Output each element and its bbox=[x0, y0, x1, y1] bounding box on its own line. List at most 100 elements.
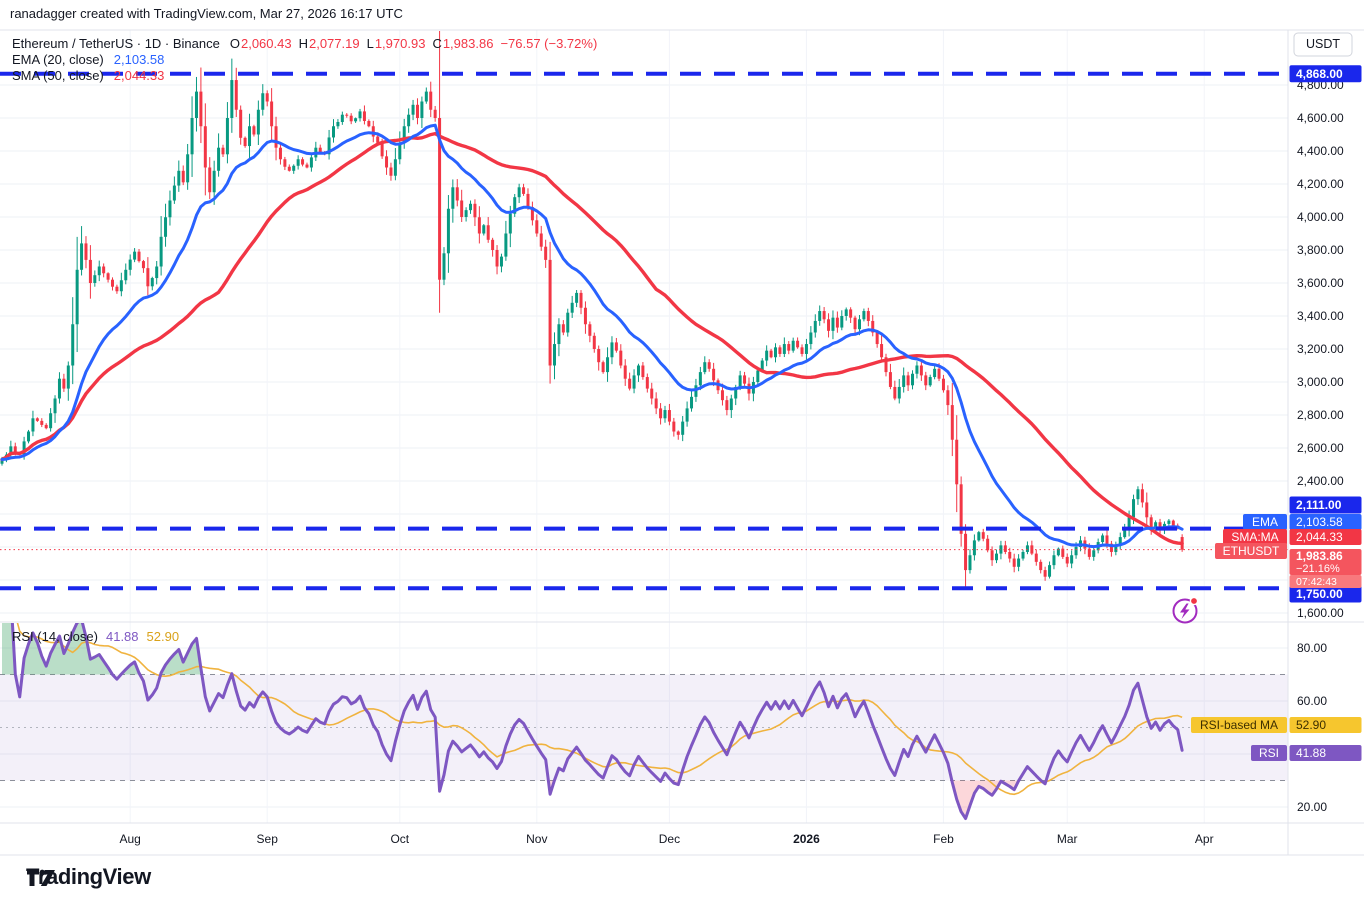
candle-body bbox=[539, 233, 543, 247]
candle-body bbox=[544, 246, 548, 260]
time-axis[interactable]: Aug Sep Oct Nov Dec 2026 Feb Mar Apr bbox=[120, 832, 1214, 846]
candle-body bbox=[614, 342, 618, 351]
time-axis-label: Aug bbox=[120, 832, 141, 846]
low-label: L bbox=[366, 36, 374, 51]
candle-body bbox=[650, 388, 654, 399]
candle-body bbox=[93, 275, 97, 283]
rsi-line bbox=[10, 623, 1184, 820]
level-badge-2111: 2,111.00 bbox=[1289, 496, 1362, 514]
candle-body bbox=[230, 80, 234, 118]
candle-body bbox=[332, 126, 335, 138]
candle-body bbox=[402, 126, 406, 143]
last-price-text: 1,983.86 bbox=[1296, 549, 1343, 563]
candle-body bbox=[583, 307, 587, 325]
legend-symbol-row[interactable]: Ethereum / TetherUS · 1D · Binance O2,060… bbox=[12, 36, 597, 52]
candle-body bbox=[1123, 528, 1127, 538]
candle-body bbox=[438, 118, 442, 280]
candle-body bbox=[804, 344, 808, 354]
currency-usdt-button[interactable]: USDT bbox=[1293, 32, 1353, 57]
candle-body bbox=[866, 311, 870, 321]
high-label: H bbox=[298, 36, 308, 51]
candle-body bbox=[137, 251, 141, 262]
candle-body bbox=[274, 126, 278, 148]
chart-canvas[interactable]: 4,800.004,600.004,400.004,200.004,000.00… bbox=[0, 0, 1364, 860]
candle-body bbox=[66, 365, 70, 389]
candle-body bbox=[389, 167, 393, 176]
price-axis-label: 2,400.00 bbox=[1297, 474, 1344, 488]
candle-body bbox=[349, 115, 353, 122]
rsi-ma-line bbox=[16, 623, 1183, 796]
candle-body bbox=[283, 159, 287, 167]
candle-body bbox=[645, 377, 649, 389]
candle-body bbox=[371, 126, 375, 137]
candle-body bbox=[1101, 535, 1105, 543]
candle-body bbox=[570, 302, 574, 313]
candle-body bbox=[818, 311, 822, 321]
candle-body bbox=[460, 200, 464, 217]
candle-body bbox=[1048, 565, 1052, 577]
price-axis-label: 2,800.00 bbox=[1297, 408, 1344, 422]
price-axis-label: 3,600.00 bbox=[1297, 276, 1344, 290]
candle-body bbox=[80, 243, 84, 270]
candle-body bbox=[619, 350, 623, 366]
candle-body bbox=[1070, 555, 1074, 564]
price-axis-label: 3,400.00 bbox=[1297, 309, 1344, 323]
candle-body bbox=[504, 233, 508, 257]
candle-body bbox=[278, 147, 282, 160]
rsi-label: RSI (14, close) bbox=[12, 629, 98, 644]
price-axis-label: 4,200.00 bbox=[1297, 177, 1344, 191]
candle-body bbox=[778, 347, 782, 354]
candle-body bbox=[690, 396, 694, 409]
candle-body bbox=[707, 362, 711, 369]
candle-body bbox=[1092, 550, 1096, 557]
candle-body bbox=[1109, 543, 1113, 552]
candle-body bbox=[261, 93, 265, 110]
rsi-legend: RSI (14, close) 41.88 52.90 bbox=[12, 629, 179, 645]
candle-body bbox=[1167, 520, 1171, 524]
candle-body bbox=[941, 378, 945, 391]
candle-body bbox=[168, 200, 172, 218]
open-value: 2,060.43 bbox=[240, 36, 292, 51]
candle-body bbox=[1105, 535, 1109, 544]
legend-rsi-row[interactable]: RSI (14, close) 41.88 52.90 bbox=[12, 629, 179, 645]
bar-countdown-text: 07:42:43 bbox=[1296, 576, 1337, 588]
candle-body bbox=[464, 210, 468, 217]
candle-body bbox=[933, 368, 937, 378]
candle-body bbox=[362, 111, 366, 121]
price-axis[interactable]: 4,800.004,600.004,400.004,200.004,000.00… bbox=[1297, 78, 1344, 814]
gridlines bbox=[0, 30, 1288, 823]
ema-chip: EMA bbox=[1243, 514, 1287, 530]
candle-body bbox=[950, 405, 954, 440]
attribution-text: ranadagger created with TradingView.com,… bbox=[10, 6, 403, 21]
candle-body bbox=[1012, 558, 1016, 567]
rsi-axis-label: 80.00 bbox=[1297, 641, 1327, 655]
candle-body bbox=[610, 342, 614, 358]
candle-body bbox=[252, 126, 256, 135]
candle-body bbox=[774, 347, 777, 358]
candle-body bbox=[557, 324, 561, 345]
candle-body bbox=[517, 187, 521, 198]
time-axis-label: Apr bbox=[1195, 832, 1214, 846]
level-badge-1750: 1,750.00 bbox=[1289, 585, 1362, 603]
candle-body bbox=[981, 532, 985, 539]
candle-body bbox=[1008, 551, 1012, 559]
candle-body bbox=[97, 266, 101, 276]
candle-body bbox=[831, 317, 835, 331]
rsi-ma-value-badge: 52.90 bbox=[1289, 717, 1362, 733]
candle-body bbox=[27, 431, 31, 442]
candle-body bbox=[239, 109, 243, 138]
price-axis-label: 4,600.00 bbox=[1297, 111, 1344, 125]
candle-body bbox=[1065, 556, 1069, 564]
legend-ema-row[interactable]: EMA (20, close) 2,103.58 bbox=[12, 52, 597, 68]
candle-body bbox=[287, 166, 291, 171]
candle-body bbox=[782, 344, 786, 354]
lightning-icon bbox=[1180, 603, 1190, 619]
candle-body bbox=[420, 101, 424, 118]
tradingview-logo[interactable]: TradingView bbox=[26, 864, 151, 890]
candle-body bbox=[217, 147, 221, 171]
candle-body bbox=[53, 398, 57, 414]
candle-body bbox=[1056, 548, 1060, 556]
legend-sma-row[interactable]: SMA (50, close) 2,044.33 bbox=[12, 68, 597, 84]
candle-body bbox=[911, 373, 915, 386]
flash-events-button[interactable] bbox=[1172, 596, 1199, 624]
